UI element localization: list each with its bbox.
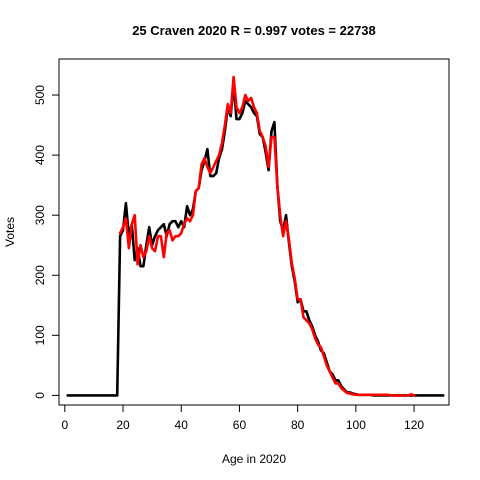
x-tick-label: 20 xyxy=(116,418,130,432)
x-tick-label: 80 xyxy=(291,418,305,432)
chart-title: 25 Craven 2020 R = 0.997 votes = 22738 xyxy=(132,23,376,38)
y-tick-label: 0 xyxy=(33,392,47,399)
x-tick-label: 0 xyxy=(61,418,68,432)
y-tick-label: 100 xyxy=(33,325,47,345)
y-tick-label: 500 xyxy=(33,85,47,105)
y-axis-label: Votes xyxy=(3,217,17,247)
x-tick-label: 120 xyxy=(404,418,424,432)
y-tick-label: 300 xyxy=(33,205,47,225)
series-group xyxy=(66,75,445,397)
x-tick-label: 60 xyxy=(233,418,247,432)
x-axis: 0 20 40 60 80 100 120 xyxy=(61,404,424,432)
series-line-1 xyxy=(118,75,416,397)
x-axis-label: Age in 2020 xyxy=(222,452,286,466)
y-tick-label: 200 xyxy=(33,265,47,285)
x-tick-label: 40 xyxy=(175,418,189,432)
y-axis: 0 100 200 300 400 500 xyxy=(33,85,60,399)
x-tick-label: 100 xyxy=(346,418,366,432)
y-tick-label: 400 xyxy=(33,145,47,165)
series-line-0 xyxy=(66,81,445,397)
